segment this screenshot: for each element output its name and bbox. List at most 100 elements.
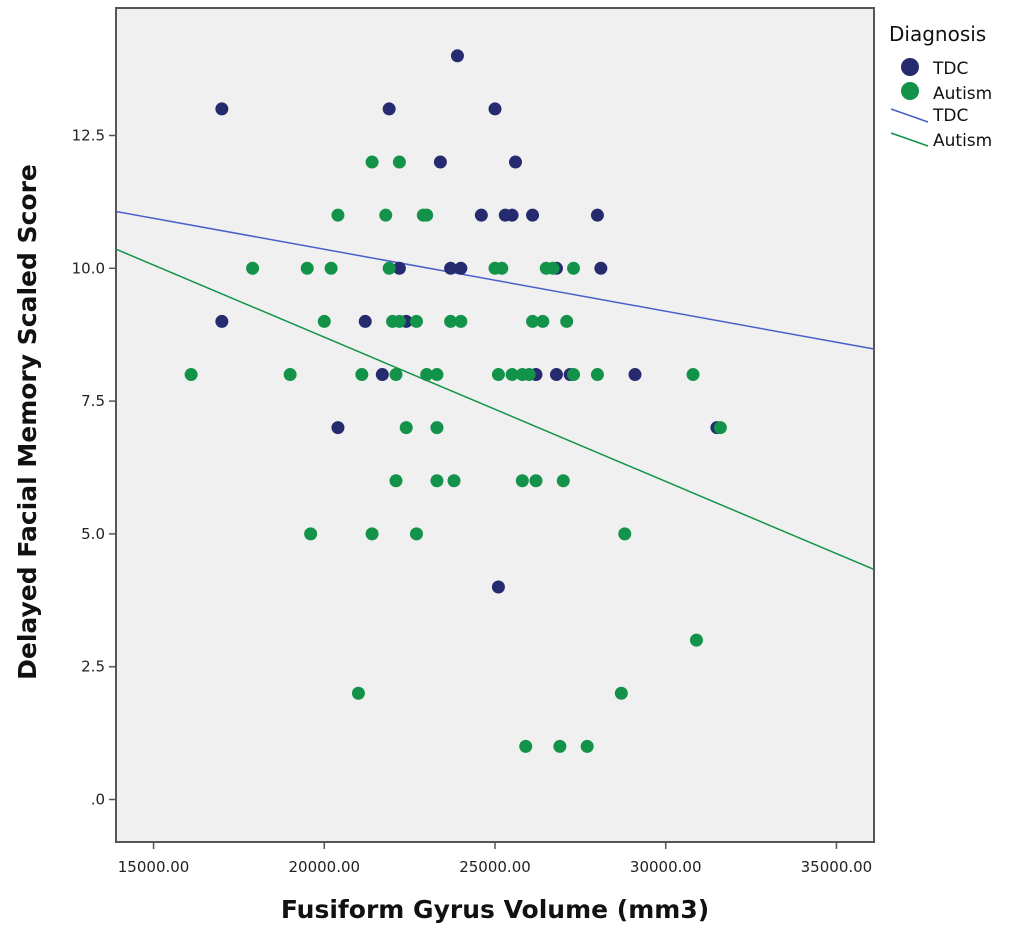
legend-label-autism-line: Autism bbox=[933, 131, 992, 151]
point-autism bbox=[618, 527, 632, 541]
legend-marker-autism bbox=[901, 82, 919, 100]
y-tick-label: 5.0 bbox=[81, 525, 105, 543]
fit-line-autism bbox=[115, 248, 875, 571]
y-tick-label: .0 bbox=[91, 791, 105, 809]
point-autism bbox=[430, 368, 444, 382]
point-autism bbox=[389, 474, 403, 488]
point-autism bbox=[409, 527, 423, 541]
legend-title: Diagnosis bbox=[889, 22, 986, 46]
point-autism bbox=[580, 739, 594, 753]
point-autism bbox=[283, 368, 297, 382]
point-tdc bbox=[392, 261, 406, 275]
point-tdc bbox=[590, 208, 604, 222]
point-autism bbox=[553, 739, 567, 753]
point-autism bbox=[491, 368, 505, 382]
point-autism bbox=[392, 155, 406, 169]
point-autism bbox=[686, 368, 700, 382]
point-autism bbox=[324, 261, 338, 275]
point-autism bbox=[447, 474, 461, 488]
point-autism bbox=[430, 421, 444, 435]
point-tdc bbox=[505, 208, 519, 222]
point-autism bbox=[304, 527, 318, 541]
point-tdc bbox=[594, 261, 608, 275]
point-tdc bbox=[375, 368, 389, 382]
y-axis-title: Delayed Facial Memory Scaled Score bbox=[13, 164, 42, 680]
point-autism bbox=[560, 314, 574, 328]
point-autism bbox=[546, 261, 560, 275]
point-autism bbox=[365, 155, 379, 169]
x-axis-ticks: 15000.00 20000.00 25000.00 30000.00 35000.00 bbox=[118, 842, 872, 876]
point-tdc bbox=[526, 208, 540, 222]
point-autism bbox=[246, 261, 260, 275]
point-autism bbox=[567, 261, 581, 275]
point-tdc bbox=[549, 368, 563, 382]
point-tdc bbox=[474, 208, 488, 222]
fit-lines bbox=[115, 210, 875, 571]
legend-line-tdc bbox=[890, 108, 929, 123]
point-tdc bbox=[628, 368, 642, 382]
point-tdc bbox=[433, 155, 447, 169]
legend-line-autism bbox=[890, 132, 929, 147]
y-axis-ticks: .0 2.5 5.0 7.5 10.0 12.5 bbox=[72, 126, 116, 809]
point-autism bbox=[515, 474, 529, 488]
point-autism bbox=[399, 421, 413, 435]
point-autism bbox=[355, 368, 369, 382]
point-autism bbox=[614, 686, 628, 700]
point-autism bbox=[331, 208, 345, 222]
point-autism bbox=[392, 314, 406, 328]
legend-marker-tdc bbox=[901, 58, 919, 76]
point-tdc bbox=[215, 102, 229, 116]
point-tdc bbox=[508, 155, 522, 169]
point-autism bbox=[430, 474, 444, 488]
y-tick-label: 12.5 bbox=[72, 126, 105, 144]
fit-line-tdc bbox=[115, 210, 875, 350]
point-tdc bbox=[491, 580, 505, 594]
point-autism bbox=[519, 739, 533, 753]
legend-label-tdc-line: TDC bbox=[932, 106, 968, 126]
point-autism bbox=[409, 314, 423, 328]
x-tick-label: 20000.00 bbox=[288, 858, 360, 876]
point-autism bbox=[420, 208, 434, 222]
point-tdc bbox=[454, 261, 468, 275]
data-points bbox=[184, 49, 727, 753]
point-autism bbox=[556, 474, 570, 488]
point-autism bbox=[184, 368, 198, 382]
legend-label-tdc-marker: TDC bbox=[932, 59, 968, 79]
point-autism bbox=[389, 368, 403, 382]
point-autism bbox=[567, 368, 581, 382]
point-tdc bbox=[382, 102, 396, 116]
legend: Diagnosis TDC Autism TDC Autism bbox=[889, 22, 992, 151]
point-autism bbox=[536, 314, 550, 328]
point-tdc bbox=[444, 261, 458, 275]
x-tick-label: 35000.00 bbox=[801, 858, 873, 876]
point-autism bbox=[317, 314, 331, 328]
point-autism bbox=[379, 208, 393, 222]
point-autism bbox=[365, 527, 379, 541]
point-autism bbox=[444, 314, 458, 328]
point-autism bbox=[454, 314, 468, 328]
point-tdc bbox=[331, 421, 345, 435]
point-autism bbox=[522, 368, 536, 382]
y-tick-label: 7.5 bbox=[81, 392, 105, 410]
point-autism bbox=[529, 474, 543, 488]
point-autism bbox=[526, 314, 540, 328]
legend-label-autism-marker: Autism bbox=[933, 84, 992, 104]
point-tdc bbox=[215, 314, 229, 328]
x-axis-title: Fusiform Gyrus Volume (mm3) bbox=[281, 895, 709, 924]
point-tdc bbox=[488, 102, 502, 116]
point-autism bbox=[300, 261, 314, 275]
x-tick-label: 30000.00 bbox=[630, 858, 702, 876]
point-tdc bbox=[358, 314, 372, 328]
plot-area bbox=[115, 7, 875, 843]
point-autism bbox=[382, 261, 396, 275]
point-autism bbox=[420, 368, 434, 382]
point-autism bbox=[495, 261, 509, 275]
y-tick-label: 10.0 bbox=[72, 259, 105, 277]
point-autism bbox=[689, 633, 703, 647]
point-tdc bbox=[450, 49, 464, 63]
point-autism bbox=[713, 421, 727, 435]
x-tick-label: 15000.00 bbox=[118, 858, 190, 876]
y-tick-label: 2.5 bbox=[81, 658, 105, 676]
